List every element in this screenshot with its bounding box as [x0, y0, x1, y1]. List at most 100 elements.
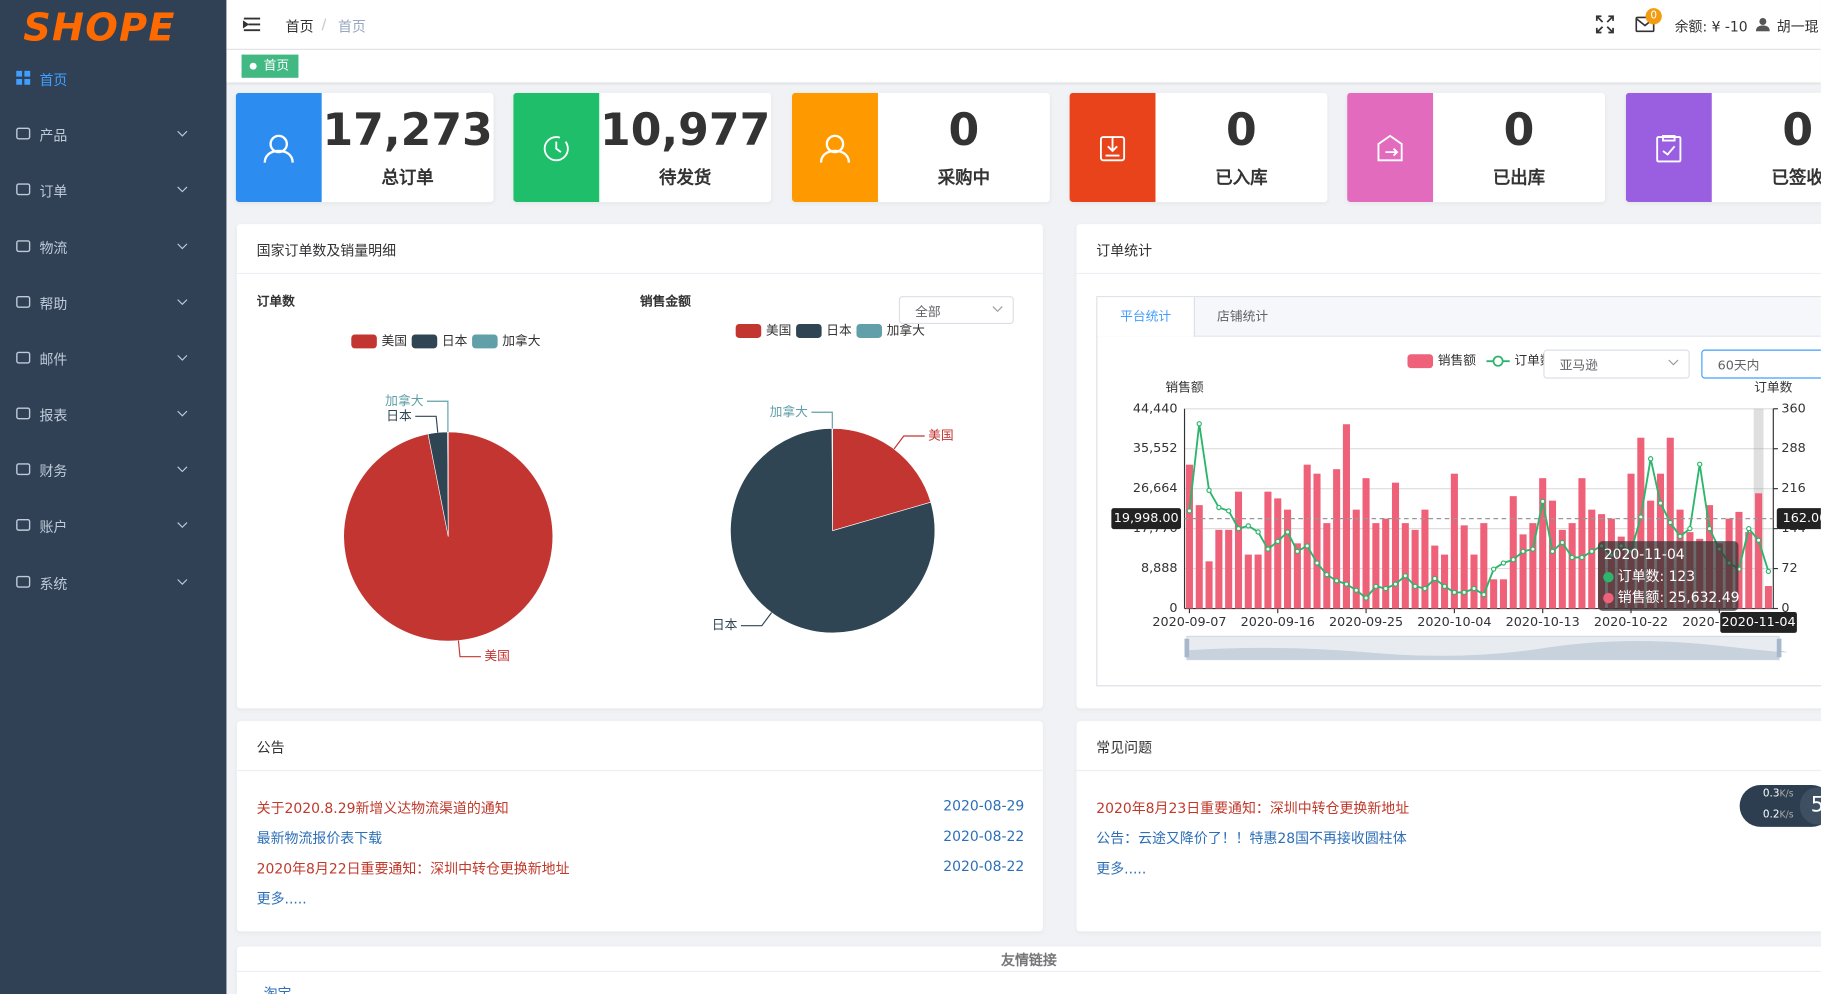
icon [543, 136, 569, 162]
stat-card[interactable]: 10,977 待发货 [513, 92, 772, 203]
tags-bar: 首页 [226, 49, 1821, 83]
menu-item[interactable]: 产品 [0, 106, 226, 162]
menu-icon [16, 127, 31, 140]
chevron [177, 354, 188, 361]
menu-item[interactable]: 账户 [0, 497, 226, 553]
faq-panel: 常见问题 2020年8月23日重要通知：深圳中转仓更换新地址 公告：云途又降价了… [1076, 721, 1821, 932]
menu-item[interactable]: 帮助 [0, 274, 226, 330]
breadcrumb-item: 首页 [337, 18, 366, 35]
filter-select[interactable]: 全部 [898, 296, 1014, 325]
breadcrumb-item[interactable]: 首页 [285, 18, 314, 35]
menu-label: 账户 [39, 519, 68, 536]
menu-item[interactable]: 报表 [0, 386, 226, 442]
menu-item[interactable]: 系统 [0, 554, 226, 610]
menu-item[interactable]: 邮件 [0, 330, 226, 386]
menu-label: 首页 [39, 72, 68, 89]
menu-icon [16, 575, 31, 588]
panel-title: 常见问题 [1096, 739, 1153, 757]
net-score: 5 [1800, 787, 1821, 825]
faq-link[interactable]: 2020年8月23日重要通知：深圳中转仓更换新地址 [1096, 800, 1410, 817]
menu-icon [16, 296, 31, 308]
sidebar: SHOPE 首页产品订单物流帮助邮件报表财务账户系统 [0, 0, 227, 994]
notice-panel: 公告 关于2020.8.29新增义达物流渠道的通知 2020-08-29 最新物… [236, 721, 1043, 932]
menu-item[interactable]: 物流 [0, 218, 226, 274]
stat-value: 10,977 [600, 104, 771, 156]
logo[interactable]: SHOPE [23, 4, 176, 50]
message-badge: 0 [1645, 8, 1662, 25]
net-unit: K/s [1779, 788, 1794, 799]
menu-label: 物流 [39, 240, 68, 257]
menu-icon [16, 183, 31, 196]
user-name[interactable]: 胡一琨 [1776, 18, 1819, 35]
platform-select[interactable]: 亚马逊 [1543, 349, 1690, 379]
net-up: 0.3K/s [1763, 789, 1794, 801]
panel-title: 订单统计 [1096, 242, 1153, 259]
stat-value: 0 [1226, 104, 1257, 156]
net-widget[interactable]: 0.3K/s 0.2K/s 5 [1739, 785, 1821, 827]
friend-link[interactable]: 淘宝 [264, 984, 292, 994]
menu-icon [16, 240, 31, 253]
chevron [177, 130, 188, 137]
menu-label: 报表 [39, 407, 68, 424]
stat-card[interactable]: 0 已入库 [1069, 92, 1328, 203]
stat-icon [235, 92, 322, 203]
tabs-box: 平台统计 店铺统计 [1096, 296, 1821, 687]
notice-date: 2020-08-22 [943, 828, 1025, 845]
chevron [992, 306, 1003, 313]
divider [236, 272, 1043, 275]
stat-icon [1347, 92, 1434, 203]
stat-card[interactable]: 17,273 总订单 [235, 92, 494, 203]
stat-label: 已出库 [1492, 167, 1546, 189]
hamburger-icon[interactable] [242, 16, 262, 32]
stat-value: 17,273 [322, 104, 493, 156]
menu-icon [16, 351, 31, 364]
select-value: 全部 [915, 304, 941, 320]
chevron [177, 299, 188, 306]
stat-icon [1625, 92, 1712, 203]
tab-active[interactable]: 平台统计 [1097, 297, 1195, 337]
user-icon [1755, 18, 1770, 32]
net-down-value: 0.2 [1762, 809, 1780, 822]
stat-card[interactable]: 0 采购中 [792, 92, 1050, 203]
stat-card[interactable]: 0 已出库 [1347, 92, 1605, 203]
menu-item[interactable]: 首页 [0, 50, 226, 106]
panel-title: 友情链接 [1001, 952, 1057, 969]
header: 首页 / 首页 0 余额: ¥ -10 胡一琨 [226, 0, 1821, 50]
stat-label: 总订单 [381, 167, 434, 189]
divider [236, 970, 1821, 973]
chevron [177, 466, 188, 473]
faq-link[interactable]: 公告：云途又降价了！！特惠28国不再接收圆柱体 [1096, 830, 1407, 847]
stat-label: 已入库 [1215, 167, 1268, 189]
more-link[interactable]: 更多..... [256, 890, 307, 907]
input-value: 60天内 [1717, 357, 1760, 373]
notice-link[interactable]: 2020年8月22日重要通知：深圳中转仓更换新地址 [256, 860, 570, 877]
panel-title: 国家订单数及销量明细 [256, 242, 397, 259]
stat-label: 待发货 [659, 167, 712, 189]
chevron [1668, 359, 1679, 366]
net-unit: K/s [1779, 809, 1794, 820]
divider [1076, 769, 1821, 772]
menu-label: 订单 [39, 183, 68, 200]
more-link[interactable]: 更多..... [1096, 860, 1147, 877]
notice-date: 2020-08-29 [943, 797, 1025, 815]
menu-label: 财务 [39, 463, 68, 480]
menu-item[interactable]: 财务 [0, 441, 226, 497]
net-up-value: 0.3 [1762, 788, 1780, 801]
chevron [177, 186, 188, 193]
stat-value: 0 [1503, 104, 1535, 156]
range-input[interactable]: 60天内 [1701, 349, 1821, 379]
stat-value: 0 [1782, 104, 1814, 156]
chevron [177, 522, 188, 529]
chevron [177, 579, 188, 585]
tag[interactable]: 首页 [241, 54, 299, 78]
icon [1377, 134, 1403, 162]
menu-icon [16, 407, 31, 420]
menu-item[interactable]: 订单 [0, 161, 226, 217]
fullscreen-icon[interactable] [1595, 15, 1615, 34]
stat-card[interactable]: 0 已签收 [1625, 92, 1821, 203]
menu-label: 帮助 [39, 296, 68, 313]
notice-link[interactable]: 关于2020.8.29新增义达物流渠道的通知 [256, 800, 509, 817]
tab[interactable]: 店铺统计 [1217, 308, 1269, 325]
notice-link[interactable]: 最新物流报价表下载 [256, 830, 383, 847]
